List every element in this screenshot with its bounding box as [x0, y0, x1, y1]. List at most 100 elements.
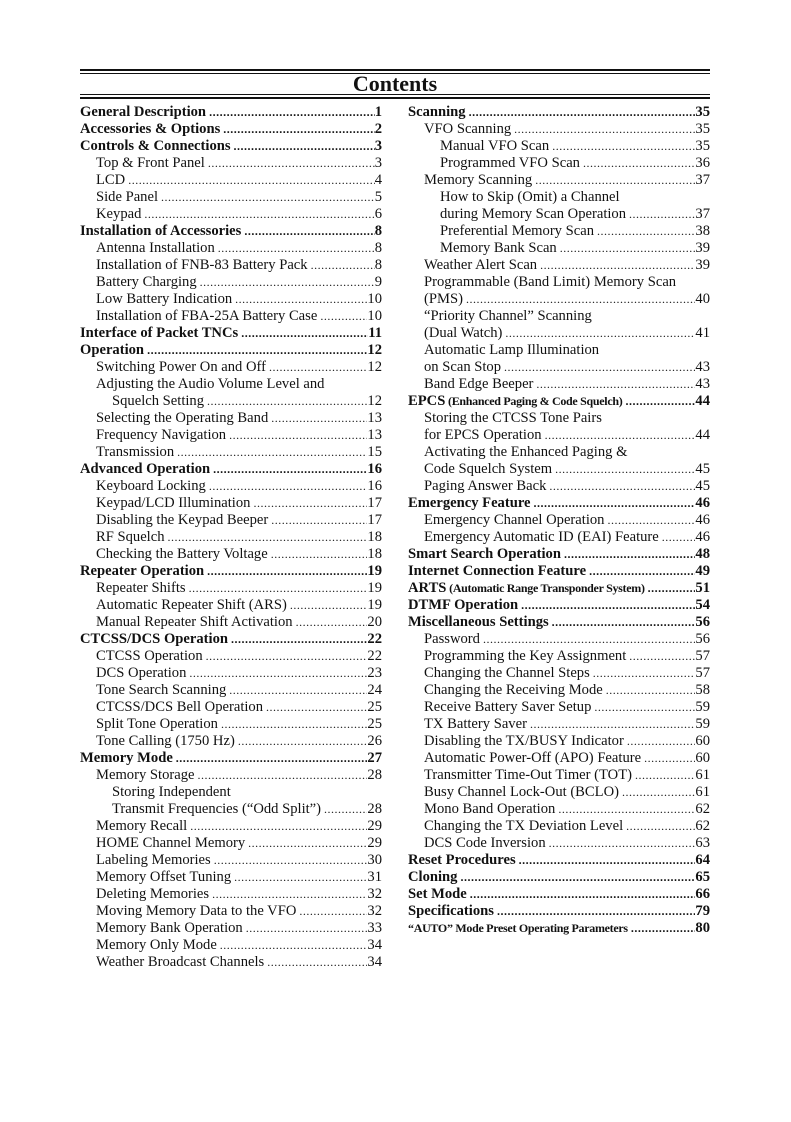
toc-subentry[interactable]: Disabling the Keypad Beeper.............… [80, 512, 382, 529]
toc-subentry[interactable]: Frequency Navigation....................… [80, 427, 382, 444]
toc-subentry[interactable]: Installation of FBA-25A Battery Case....… [80, 308, 382, 325]
toc-subentry[interactable]: Automatic Repeater Shift (ARS)..........… [80, 597, 382, 614]
toc-section-entry[interactable]: Scanning................................… [408, 104, 710, 121]
toc-subentry[interactable]: Checking the Battery Voltage............… [80, 546, 382, 563]
entry-title: Code Squelch System [424, 461, 552, 478]
toc-section-entry[interactable]: Internet Connection Feature.............… [408, 563, 710, 580]
toc-subentry[interactable]: Repeater Shifts.........................… [80, 580, 382, 597]
toc-subentry[interactable]: CTCSS Operation.........................… [80, 648, 382, 665]
toc-section-entry[interactable]: Accessories & Options...................… [80, 121, 382, 138]
toc-subentry[interactable]: Top & Front Panel.......................… [80, 155, 382, 172]
toc-section-entry[interactable]: Cloning.................................… [408, 869, 710, 886]
toc-subentry[interactable]: Memory Recall...........................… [80, 818, 382, 835]
toc-subentry[interactable]: Tone Search Scanning....................… [80, 682, 382, 699]
toc-subentry[interactable]: CTCSS/DCS Bell Operation................… [80, 699, 382, 716]
toc-subentry[interactable]: Memory Bank Operation...................… [80, 920, 382, 937]
toc-subentry[interactable]: LCD.....................................… [80, 172, 382, 189]
toc-subentry[interactable]: Busy Channel Lock-Out (BCLO)............… [408, 784, 710, 801]
toc-subentry[interactable]: Automatic Power-Off (APO) Feature.......… [408, 750, 710, 767]
toc-section-entry[interactable]: Repeater Operation......................… [80, 563, 382, 580]
toc-subentry[interactable]: Emergency Automatic ID (EAI) Feature....… [408, 529, 710, 546]
toc-subentry[interactable]: Switching Power On and Off..............… [80, 359, 382, 376]
toc-subentry[interactable]: (PMS)...................................… [408, 291, 710, 308]
toc-subentry[interactable]: Code Squelch System.....................… [408, 461, 710, 478]
toc-subentry[interactable]: Mono Band Operation.....................… [408, 801, 710, 818]
toc-section-entry[interactable]: Emergency Feature.......................… [408, 495, 710, 512]
toc-subentry[interactable]: Deleting Memories.......................… [80, 886, 382, 903]
toc-subentry[interactable]: Keypad/LCD Illumination.................… [80, 495, 382, 512]
toc-subentry[interactable]: DCS Code Inversion......................… [408, 835, 710, 852]
toc-subentry[interactable]: on Scan Stop............................… [408, 359, 710, 376]
toc-section-entry[interactable]: Controls & Connections..................… [80, 138, 382, 155]
dot-leader: ........................................… [299, 904, 367, 918]
toc-section-entry[interactable]: Reset Procedures........................… [408, 852, 710, 869]
toc-subentry[interactable]: Changing the Receiving Mode.............… [408, 682, 710, 699]
toc-section-entry[interactable]: Installation of Accessories.............… [80, 223, 382, 240]
toc-subentry[interactable]: Keypad..................................… [80, 206, 382, 223]
toc-subentry[interactable]: Changing the Channel Steps..............… [408, 665, 710, 682]
toc-section-entry[interactable]: General Description.....................… [80, 104, 382, 121]
toc-subentry[interactable]: (Dual Watch)............................… [408, 325, 710, 342]
toc-subentry[interactable]: Memory Storage..........................… [80, 767, 382, 784]
toc-subentry[interactable]: Changing the TX Deviation Level.........… [408, 818, 710, 835]
toc-subentry[interactable]: Transmission............................… [80, 444, 382, 461]
toc-section-entry[interactable]: “AUTO” Mode Preset Operating Parameters.… [408, 920, 710, 937]
toc-subentry[interactable]: Side Panel..............................… [80, 189, 382, 206]
toc-subentry[interactable]: Moving Memory Data to the VFO...........… [80, 903, 382, 920]
toc-subentry[interactable]: Manual VFO Scan.........................… [408, 138, 710, 155]
page-number: 45 [695, 478, 710, 494]
toc-section-entry[interactable]: Smart Search Operation..................… [408, 546, 710, 563]
dot-leader: ........................................… [235, 292, 367, 306]
toc-subentry[interactable]: Memory Bank Scan........................… [408, 240, 710, 257]
toc-section-entry[interactable]: Interface of Packet TNCs................… [80, 325, 382, 342]
toc-subentry[interactable]: Receive Battery Saver Setup.............… [408, 699, 710, 716]
toc-subentry[interactable]: Manual Repeater Shift Activation........… [80, 614, 382, 631]
toc-subentry[interactable]: Installation of FNB-83 Battery Pack.....… [80, 257, 382, 274]
toc-section-entry[interactable]: Set Mode................................… [408, 886, 710, 903]
toc-subentry[interactable]: Low Battery Indication..................… [80, 291, 382, 308]
toc-section-entry[interactable]: Specifications..........................… [408, 903, 710, 920]
toc-subentry[interactable]: Squelch Setting.........................… [80, 393, 382, 410]
toc-subentry[interactable]: Emergency Channel Operation.............… [408, 512, 710, 529]
toc-subentry[interactable]: Memory Only Mode........................… [80, 937, 382, 954]
entry-title-text: CTCSS Operation [96, 648, 203, 664]
toc-subentry[interactable]: Selecting the Operating Band............… [80, 410, 382, 427]
toc-subentry[interactable]: Memory Offset Tuning....................… [80, 869, 382, 886]
toc-subentry[interactable]: Labeling Memories.......................… [80, 852, 382, 869]
toc-subentry[interactable]: Split Tone Operation....................… [80, 716, 382, 733]
toc-subentry[interactable]: Weather Alert Scan......................… [408, 257, 710, 274]
toc-section-entry[interactable]: Miscellaneous Settings..................… [408, 614, 710, 631]
toc-subentry[interactable]: DCS Operation...........................… [80, 665, 382, 682]
toc-subentry[interactable]: Transmit Frequencies (“Odd Split”)......… [80, 801, 382, 818]
toc-subentry[interactable]: Programming the Key Assignment..........… [408, 648, 710, 665]
toc-subentry[interactable]: TX Battery Saver........................… [408, 716, 710, 733]
toc-subentry[interactable]: Password................................… [408, 631, 710, 648]
toc-section-entry[interactable]: CTCSS/DCS Operation.....................… [80, 631, 382, 648]
toc-section-entry[interactable]: Advanced Operation......................… [80, 461, 382, 478]
toc-subentry[interactable]: Keyboard Locking........................… [80, 478, 382, 495]
toc-subentry[interactable]: RF Squelch..............................… [80, 529, 382, 546]
toc-subentry[interactable]: Antenna Installation....................… [80, 240, 382, 257]
toc-subentry[interactable]: Tone Calling (1750 Hz)..................… [80, 733, 382, 750]
toc-subentry[interactable]: Disabling the TX/BUSY Indicator.........… [408, 733, 710, 750]
toc-subentry[interactable]: VFO Scanning............................… [408, 121, 710, 138]
entry-title-text: Controls & Connections [80, 138, 231, 154]
toc-subentry[interactable]: Preferential Memory Scan................… [408, 223, 710, 240]
toc-subentry[interactable]: Programmed VFO Scan.....................… [408, 155, 710, 172]
toc-section-entry[interactable]: Memory Mode.............................… [80, 750, 382, 767]
toc-subentry[interactable]: Paging Answer Back......................… [408, 478, 710, 495]
toc-subentry[interactable]: Weather Broadcast Channels..............… [80, 954, 382, 971]
dot-leader: ........................................… [621, 785, 696, 799]
toc-subentry[interactable]: HOME Channel Memory.....................… [80, 835, 382, 852]
toc-section-entry[interactable]: EPCS (Enhanced Paging & Code Squelch)...… [408, 393, 710, 410]
toc-section-entry[interactable]: ARTS (Automatic Range Transponder System… [408, 580, 710, 597]
toc-subentry[interactable]: Battery Charging........................… [80, 274, 382, 291]
toc-subentry[interactable]: during Memory Scan Operation............… [408, 206, 710, 223]
toc-subentry[interactable]: Transmitter Time-Out Timer (TOT)........… [408, 767, 710, 784]
toc-subentry[interactable]: for EPCS Operation......................… [408, 427, 710, 444]
page-number: 20 [367, 614, 382, 630]
toc-subentry[interactable]: Band Edge Beeper........................… [408, 376, 710, 393]
toc-subentry[interactable]: Memory Scanning.........................… [408, 172, 710, 189]
toc-section-entry[interactable]: Operation...............................… [80, 342, 382, 359]
toc-section-entry[interactable]: DTMF Operation..........................… [408, 597, 710, 614]
